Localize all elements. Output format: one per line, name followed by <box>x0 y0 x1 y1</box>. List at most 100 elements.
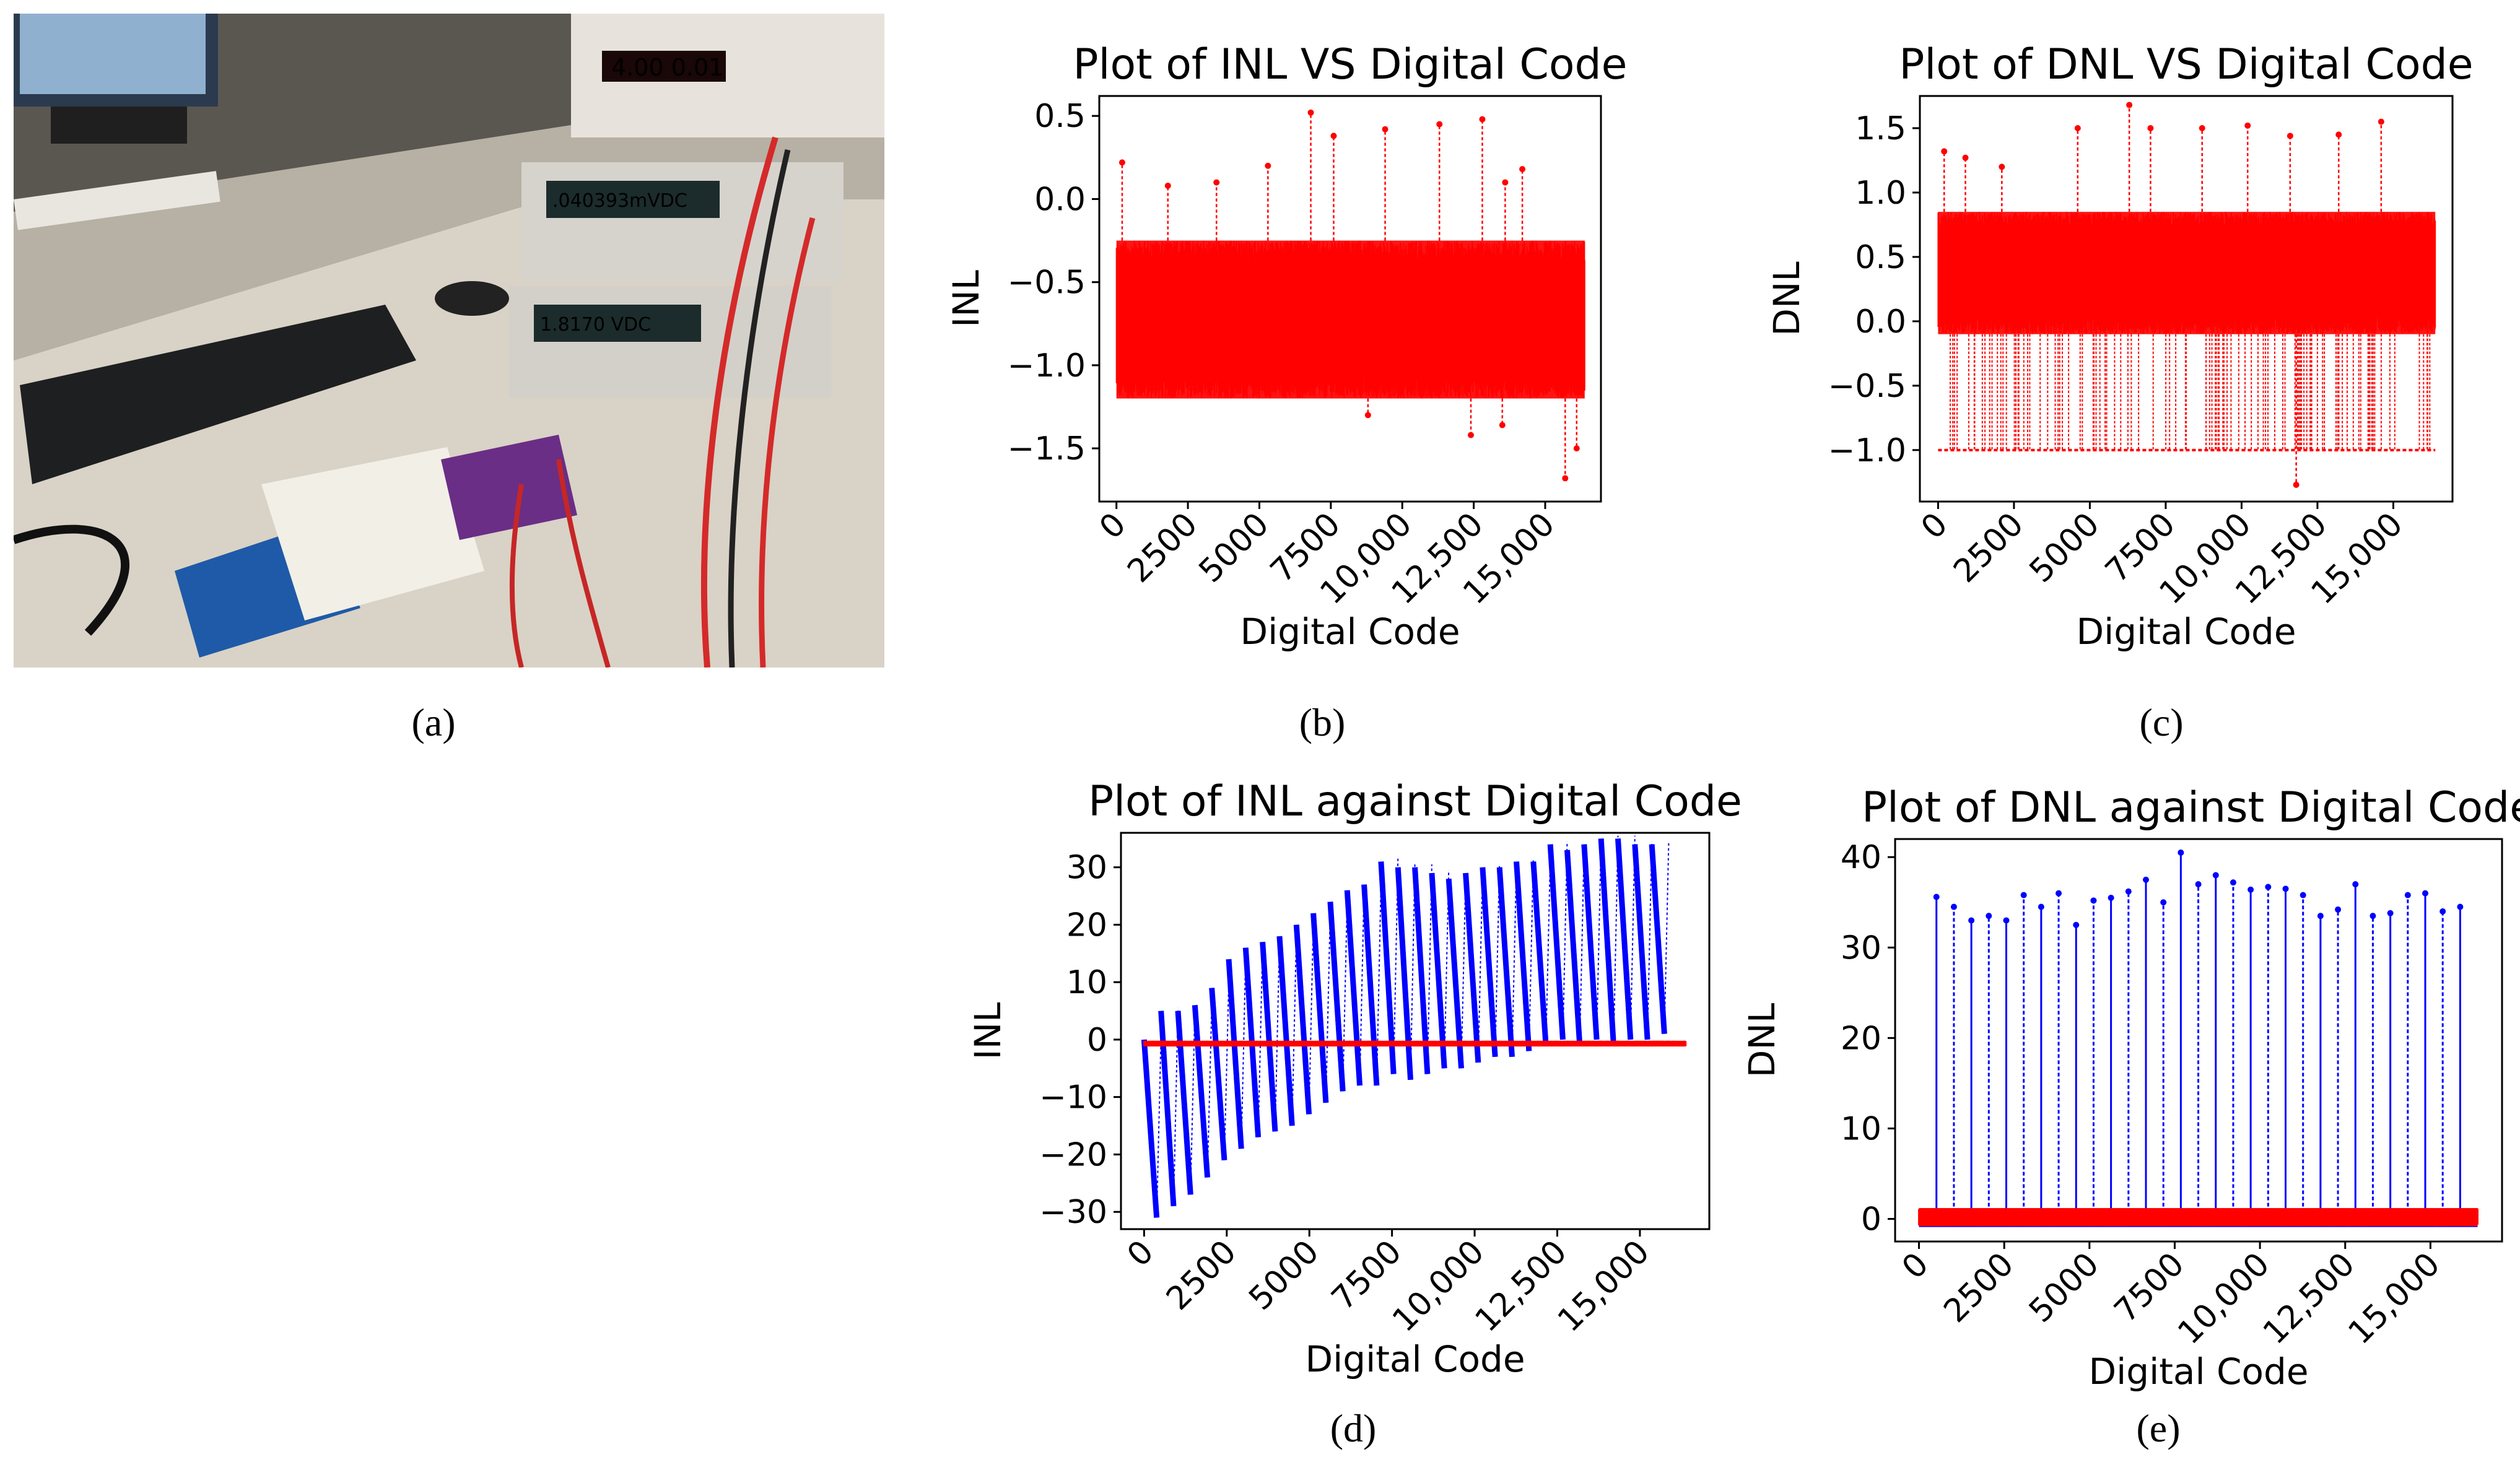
x-tick-label: 15,000 <box>1551 1233 1657 1339</box>
sawtooth-ramp <box>1598 838 1616 1046</box>
y-tick-label: 0 <box>1861 1201 1881 1238</box>
plot-area <box>1141 835 1687 1218</box>
marker-band <box>1938 212 2436 334</box>
spike-point <box>2335 906 2342 913</box>
x-tick-label: 2500 <box>1159 1233 1244 1318</box>
outlier-point <box>1364 412 1371 419</box>
series-0 <box>1141 835 1670 1218</box>
spike-point <box>2090 897 2097 904</box>
outlier-point <box>1941 148 1948 155</box>
x-tick-label: 15,000 <box>2341 1246 2447 1352</box>
sawtooth-ramp <box>1496 867 1515 1058</box>
y-tick-label: 0.0 <box>1855 303 1906 341</box>
outlier-point <box>1562 475 1569 482</box>
spike-point <box>2108 894 2114 901</box>
spike-point <box>2439 908 2446 915</box>
y-axis-label: DNL <box>1766 261 1808 336</box>
outlier-point <box>2147 124 2154 131</box>
sawtooth-ramp <box>1260 941 1278 1132</box>
x-tick-label: 5000 <box>2022 1246 2106 1330</box>
spike-point <box>2038 903 2044 910</box>
x-tick-label: 5000 <box>2023 506 2107 590</box>
x-tick-label: 2500 <box>1947 506 2031 590</box>
y-tick-label: 0.5 <box>1855 239 1906 276</box>
outlier-point <box>1330 133 1337 139</box>
outlier-point <box>1164 182 1171 189</box>
marker-band <box>1116 240 1585 399</box>
spike-point <box>1950 903 1957 910</box>
sawtooth-ramp <box>1344 890 1363 1086</box>
y-axis-label: INL <box>967 1002 1009 1060</box>
spike-point <box>2457 903 2464 910</box>
y-axis-label: DNL <box>1741 1003 1783 1077</box>
spike-point <box>1933 894 1940 900</box>
sawtooth-ramp <box>1480 867 1498 1058</box>
outlier-point <box>1468 432 1474 438</box>
chart-title: Plot of INL against Digital Code <box>1088 777 1740 826</box>
sawtooth-ramp <box>1395 867 1414 1081</box>
sawtooth-reset <box>1663 841 1670 1034</box>
sawtooth-reset <box>1460 876 1467 1069</box>
outlier-point <box>1382 126 1389 133</box>
plot-area <box>1918 849 2479 1227</box>
sawtooth-ramp <box>1632 844 1650 1040</box>
sawtooth-ramp <box>1327 902 1346 1092</box>
outlier-point <box>1307 109 1314 116</box>
spike-point <box>2160 899 2167 906</box>
sawtooth-reset <box>1376 881 1382 1086</box>
series-0 <box>1919 849 2478 1227</box>
spike-point <box>2387 910 2394 916</box>
y-tick-label: 1.0 <box>1855 175 1906 212</box>
caption-d: (d) <box>1330 1406 1377 1450</box>
y-tick-label: 0.0 <box>1034 181 1086 218</box>
plot-area <box>1115 109 1585 482</box>
outlier-point <box>1573 445 1580 452</box>
sawtooth-ramp <box>1564 850 1583 1046</box>
y-tick-label: 10 <box>1066 964 1107 1001</box>
spike-point <box>2142 876 2149 883</box>
caption-a: (a) <box>411 700 456 744</box>
sawtooth-ramp <box>1175 1011 1193 1195</box>
sawtooth-ramp <box>1615 838 1634 1040</box>
lab-setup-illustration: 4.00 0.01 .040393mVDC 1.8170 VDC <box>14 14 884 668</box>
sawtooth-ramp <box>1276 936 1295 1126</box>
sawtooth-reset <box>1190 1007 1196 1195</box>
x-tick-label: 0 <box>1092 506 1133 547</box>
chart-title: Plot of DNL against Digital Code <box>1862 783 2520 832</box>
x-tick-label: 2500 <box>1120 506 1205 590</box>
outlier-point <box>2287 133 2293 139</box>
spike-point <box>2317 913 2324 920</box>
sawtooth-reset <box>1545 858 1551 1046</box>
outlier-point <box>1479 116 1486 123</box>
x-tick-label: 0 <box>1120 1233 1161 1274</box>
x-tick-label: 10,000 <box>1385 1233 1491 1339</box>
spike-point <box>2212 872 2219 879</box>
sawtooth-ramp <box>1530 861 1549 1046</box>
x-tick-label: 0 <box>1914 506 1955 547</box>
spike-point <box>2352 881 2359 888</box>
spike-point <box>2300 892 2306 898</box>
spike-point <box>2370 913 2376 920</box>
outlier-point <box>2074 124 2081 131</box>
y-tick-label: −20 <box>1039 1136 1107 1173</box>
spike-point <box>2422 890 2429 897</box>
y-tick-label: 30 <box>1066 850 1107 887</box>
psu-readout: 4.00 0.01 <box>611 54 723 81</box>
sawtooth-ramp <box>1649 844 1667 1034</box>
sawtooth-reset <box>1206 1002 1213 1178</box>
outlier-point <box>1499 422 1506 428</box>
spike-point <box>2178 849 2184 856</box>
x-tick-label: 10,000 <box>2171 1246 2277 1352</box>
sawtooth-ramp <box>1412 867 1431 1074</box>
chart-inl-measured: Plot of INL VS Digital Code Digital Code I… <box>945 40 1627 653</box>
spike-point <box>2003 917 2010 924</box>
plot-frame <box>1919 95 2454 503</box>
sawtooth-reset <box>1359 887 1365 1086</box>
y-tick-label: −10 <box>1039 1079 1107 1116</box>
x-axis-label: Digital Code <box>1305 1338 1525 1380</box>
y-tick-label: 1.5 <box>1855 110 1906 147</box>
spike-point <box>2404 892 2411 898</box>
outlier-point <box>2293 481 2300 488</box>
marker-band <box>1919 1207 2478 1227</box>
sawtooth-ramp <box>1141 1039 1160 1218</box>
